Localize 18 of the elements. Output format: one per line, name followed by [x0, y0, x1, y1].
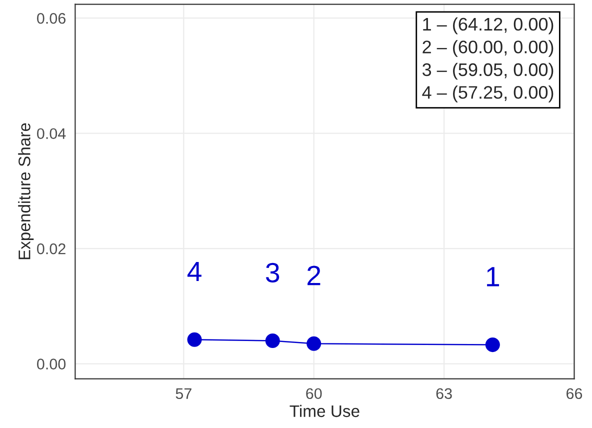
- y-tick-label: 0.02: [37, 243, 66, 254]
- annotation: 1: [487, 267, 500, 286]
- annotation: 3 – (59.05, 0.00): [422, 62, 554, 80]
- annotation: 1 – (64.12, 0.00): [423, 17, 554, 34]
- annotation: 3: [266, 262, 280, 282]
- annotation: 4: [187, 262, 202, 282]
- y-axis-title: Expenditure Share: [18, 123, 34, 260]
- x-tick-label: 66: [566, 388, 582, 400]
- annotation: 2: [308, 266, 320, 286]
- x-tick-label: 63: [436, 388, 452, 400]
- x-tick-label: 57: [176, 388, 192, 400]
- x-axis-title: Time Use: [290, 404, 360, 418]
- annotation: 2 – (60.00, 0.00): [422, 40, 554, 57]
- y-tick-label: 0.00: [37, 358, 66, 370]
- x-tick-label: 60: [306, 388, 322, 400]
- annotation: 4 – (57.25, 0.00): [422, 86, 554, 102]
- y-tick-label: 0.04: [37, 128, 66, 140]
- y-tick-label: 0.06: [37, 12, 66, 24]
